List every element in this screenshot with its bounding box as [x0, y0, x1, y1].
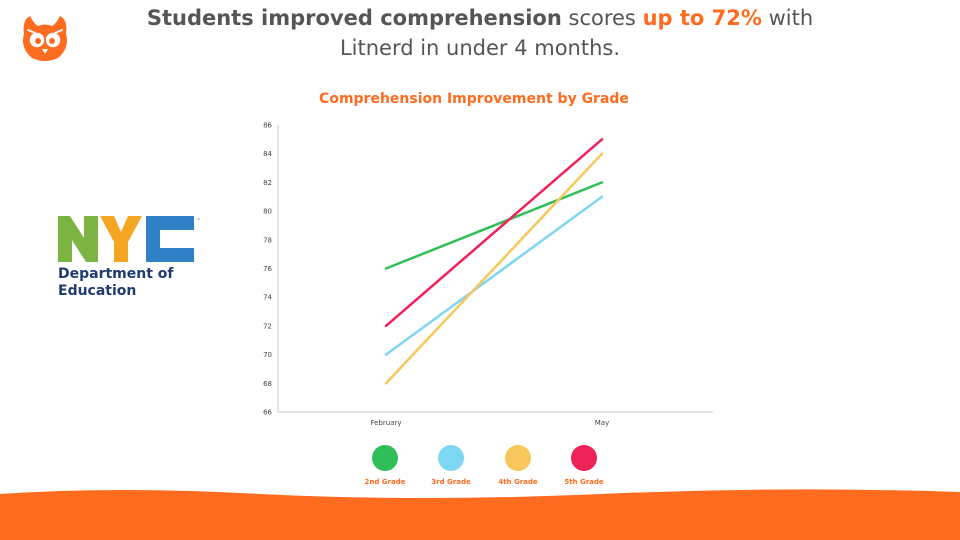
footer-orange-wave [0, 489, 960, 540]
y-tick-label: 78 [263, 236, 272, 244]
legend-swatch-5th-grade [571, 445, 597, 471]
headline-mid-text: scores [568, 6, 636, 30]
series-line-4th-grade [384, 152, 604, 385]
x-tick-label: May [595, 419, 609, 427]
y-tick-label: 76 [263, 265, 272, 273]
legend-label-3rd-grade: 3rd Grade [431, 478, 471, 486]
y-tick-label: 70 [263, 351, 272, 359]
headline-line-2: Litnerd in under 4 months. [339, 36, 621, 60]
nyc-dept-line-1: Department of [58, 266, 174, 282]
y-tick-label: 74 [263, 294, 272, 302]
y-tick-label: 84 [263, 150, 272, 158]
litnerd-owl-logo-icon [23, 16, 67, 61]
legend: 2nd Grade 3rd Grade 4th Grade 5th Grade [365, 445, 604, 486]
x-tick-label: February [370, 419, 401, 427]
series-line-3rd-grade [384, 195, 604, 356]
legend-swatch-4th-grade [505, 445, 531, 471]
chart-title: Comprehension Improvement by Grade [319, 91, 629, 107]
x-tick-group: February May [370, 419, 609, 427]
svg-text:™: ™ [196, 218, 200, 224]
y-tick-label: 86 [263, 122, 272, 130]
headline-end-text: with [768, 6, 814, 30]
legend-swatch-3rd-grade [438, 445, 464, 471]
legend-label-2nd-grade: 2nd Grade [365, 478, 406, 486]
series-line-5th-grade [384, 138, 604, 328]
headline-bold-text: Students improved comprehension [146, 6, 562, 30]
headline-accent-text: up to 72% [642, 6, 762, 30]
y-tick-label: 72 [263, 322, 272, 330]
series-line-2nd-grade [384, 181, 604, 270]
y-tick-label: 82 [263, 179, 272, 187]
legend-swatch-2nd-grade [372, 445, 398, 471]
nyc-department-label: Department of Education [58, 266, 258, 300]
headline-line-1: Students improved comprehension scores u… [80, 3, 880, 33]
series-line-group [384, 138, 604, 385]
legend-label-5th-grade: 5th Grade [564, 478, 604, 486]
y-tick-label: 68 [263, 380, 272, 388]
y-tick-group: 66 68 70 72 74 76 78 80 82 84 86 [263, 122, 272, 417]
y-tick-label: 80 [263, 208, 272, 216]
nyc-dept-line-2: Education [58, 283, 137, 299]
nyc-doe-logo-icon: ™ [58, 216, 200, 262]
y-tick-label: 66 [263, 409, 272, 417]
legend-label-4th-grade: 4th Grade [498, 478, 538, 486]
